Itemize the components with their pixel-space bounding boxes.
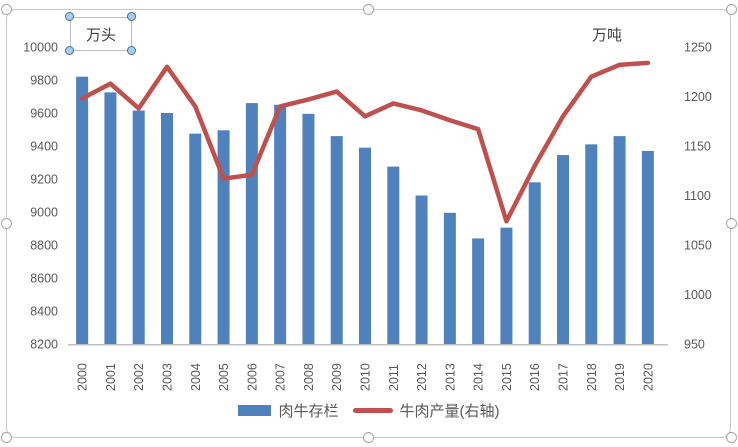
- legend-item-beef-production[interactable]: 牛肉产量(右轴): [352, 400, 500, 421]
- x-axis-year-label[interactable]: 2003: [161, 363, 175, 391]
- textbox-handle-bottom-right-icon[interactable]: [127, 46, 136, 55]
- bar-2017[interactable]: [557, 155, 569, 344]
- right-axis-tick-label[interactable]: 1150: [684, 140, 711, 154]
- left-axis-tick-label[interactable]: 8200: [30, 338, 58, 352]
- left-axis-tick-label[interactable]: 8600: [30, 272, 58, 286]
- line-series-swatch-icon: [352, 408, 393, 413]
- right-axis-tick-label[interactable]: 1200: [684, 90, 712, 104]
- selection-handle-bottom-left-icon[interactable]: [0, 432, 12, 443]
- x-axis-year-label[interactable]: 2013: [443, 363, 457, 391]
- left-axis-tick-label[interactable]: 8800: [30, 239, 58, 253]
- bar-2007[interactable]: [274, 104, 287, 344]
- x-axis-year-label[interactable]: 2011: [387, 364, 401, 391]
- bar-2016[interactable]: [528, 182, 541, 344]
- selection-handle-bottom-right-icon[interactable]: [726, 432, 737, 443]
- right-axis-title[interactable]: 万吨: [592, 27, 623, 44]
- right-axis-tick-label[interactable]: 950: [684, 338, 705, 352]
- right-axis-tick-label[interactable]: 1000: [684, 288, 712, 302]
- bar-2003[interactable]: [161, 113, 173, 344]
- x-axis-year-label[interactable]: 2009: [330, 363, 344, 391]
- bar-2000[interactable]: [76, 76, 89, 344]
- x-axis-year-label[interactable]: 2017: [557, 363, 571, 391]
- selection-handle-bottom-center-icon[interactable]: [363, 432, 374, 443]
- textbox-handle-top-right-icon[interactable]: [127, 12, 136, 21]
- x-axis-year-label[interactable]: 2015: [500, 363, 514, 391]
- legend-label-beef-production: 牛肉产量(右轴): [399, 403, 500, 420]
- x-axis-year-label[interactable]: 2018: [585, 363, 599, 391]
- left-axis-tick-label[interactable]: 8400: [30, 305, 58, 319]
- textbox-handle-bottom-left-icon[interactable]: [65, 46, 74, 55]
- selection-handle-top-right-icon[interactable]: [726, 3, 737, 15]
- left-axis-tick-label[interactable]: 10000: [23, 41, 58, 55]
- bar-series-swatch-icon: [238, 405, 272, 416]
- bar-2002[interactable]: [132, 110, 145, 345]
- left-axis-tick-label[interactable]: 9000: [30, 206, 58, 220]
- x-axis-year-label[interactable]: 2008: [302, 363, 316, 391]
- bar-2018[interactable]: [585, 144, 598, 344]
- x-axis-year-label[interactable]: 2016: [528, 363, 542, 391]
- bar-2012[interactable]: [415, 195, 428, 345]
- selection-handle-top-left-icon[interactable]: [0, 3, 12, 15]
- x-axis-year-label[interactable]: 2019: [613, 363, 627, 391]
- bar-2019[interactable]: [613, 136, 626, 344]
- left-axis-tick-label[interactable]: 9400: [30, 140, 58, 154]
- bar-2015[interactable]: [500, 227, 513, 344]
- right-axis-tick-label[interactable]: 1050: [684, 239, 712, 253]
- legend-item-cattle-inventory[interactable]: 肉牛存栏: [238, 400, 339, 421]
- x-axis-year-label[interactable]: 2005: [217, 363, 231, 391]
- x-axis-year-label[interactable]: 2007: [274, 363, 288, 391]
- bar-2004[interactable]: [189, 133, 202, 344]
- selection-handle-mid-right-icon[interactable]: [726, 218, 737, 229]
- bar-2009[interactable]: [330, 136, 343, 344]
- bar-2005[interactable]: [217, 130, 230, 344]
- left-axis-title-box[interactable]: 万头: [70, 17, 132, 51]
- bar-2020[interactable]: [641, 150, 654, 344]
- left-axis-title: 万头: [85, 26, 116, 44]
- x-axis-year-label[interactable]: 2012: [415, 363, 429, 391]
- bar-2006[interactable]: [245, 103, 258, 344]
- bar-2014[interactable]: [472, 238, 485, 344]
- x-axis-year-label[interactable]: 2010: [359, 363, 373, 391]
- x-axis-year-label[interactable]: 2001: [104, 363, 118, 391]
- x-axis-year-label[interactable]: 2002: [132, 363, 146, 391]
- x-axis-year-label[interactable]: 2000: [76, 363, 90, 391]
- right-axis-tick-label[interactable]: 1100: [684, 189, 711, 203]
- x-axis-year-label[interactable]: 2004: [189, 363, 203, 391]
- left-axis-tick-label[interactable]: 9200: [30, 173, 58, 187]
- selection-handle-top-center-icon[interactable]: [363, 3, 374, 15]
- left-axis-tick-label[interactable]: 9600: [30, 107, 58, 121]
- bar-2011[interactable]: [387, 166, 400, 344]
- bar-2001[interactable]: [104, 92, 117, 344]
- x-axis-year-label[interactable]: 2020: [641, 363, 655, 391]
- x-axis-year-label[interactable]: 2014: [472, 363, 486, 391]
- x-axis-year-label[interactable]: 2006: [245, 363, 259, 391]
- beef-production-line[interactable]: [79, 60, 651, 224]
- bar-2013[interactable]: [443, 212, 456, 344]
- bar-2010[interactable]: [359, 147, 371, 344]
- legend-label-cattle-inventory: 肉牛存栏: [278, 403, 339, 420]
- right-axis-tick-label[interactable]: 1250: [684, 41, 712, 55]
- bar-2008[interactable]: [302, 113, 315, 344]
- textbox-handle-top-left-icon[interactable]: [65, 12, 74, 21]
- left-axis-tick-label[interactable]: 9800: [30, 74, 58, 88]
- selection-handle-mid-left-icon[interactable]: [0, 218, 12, 229]
- chart-legend: 肉牛存栏 牛肉产量(右轴): [0, 400, 738, 421]
